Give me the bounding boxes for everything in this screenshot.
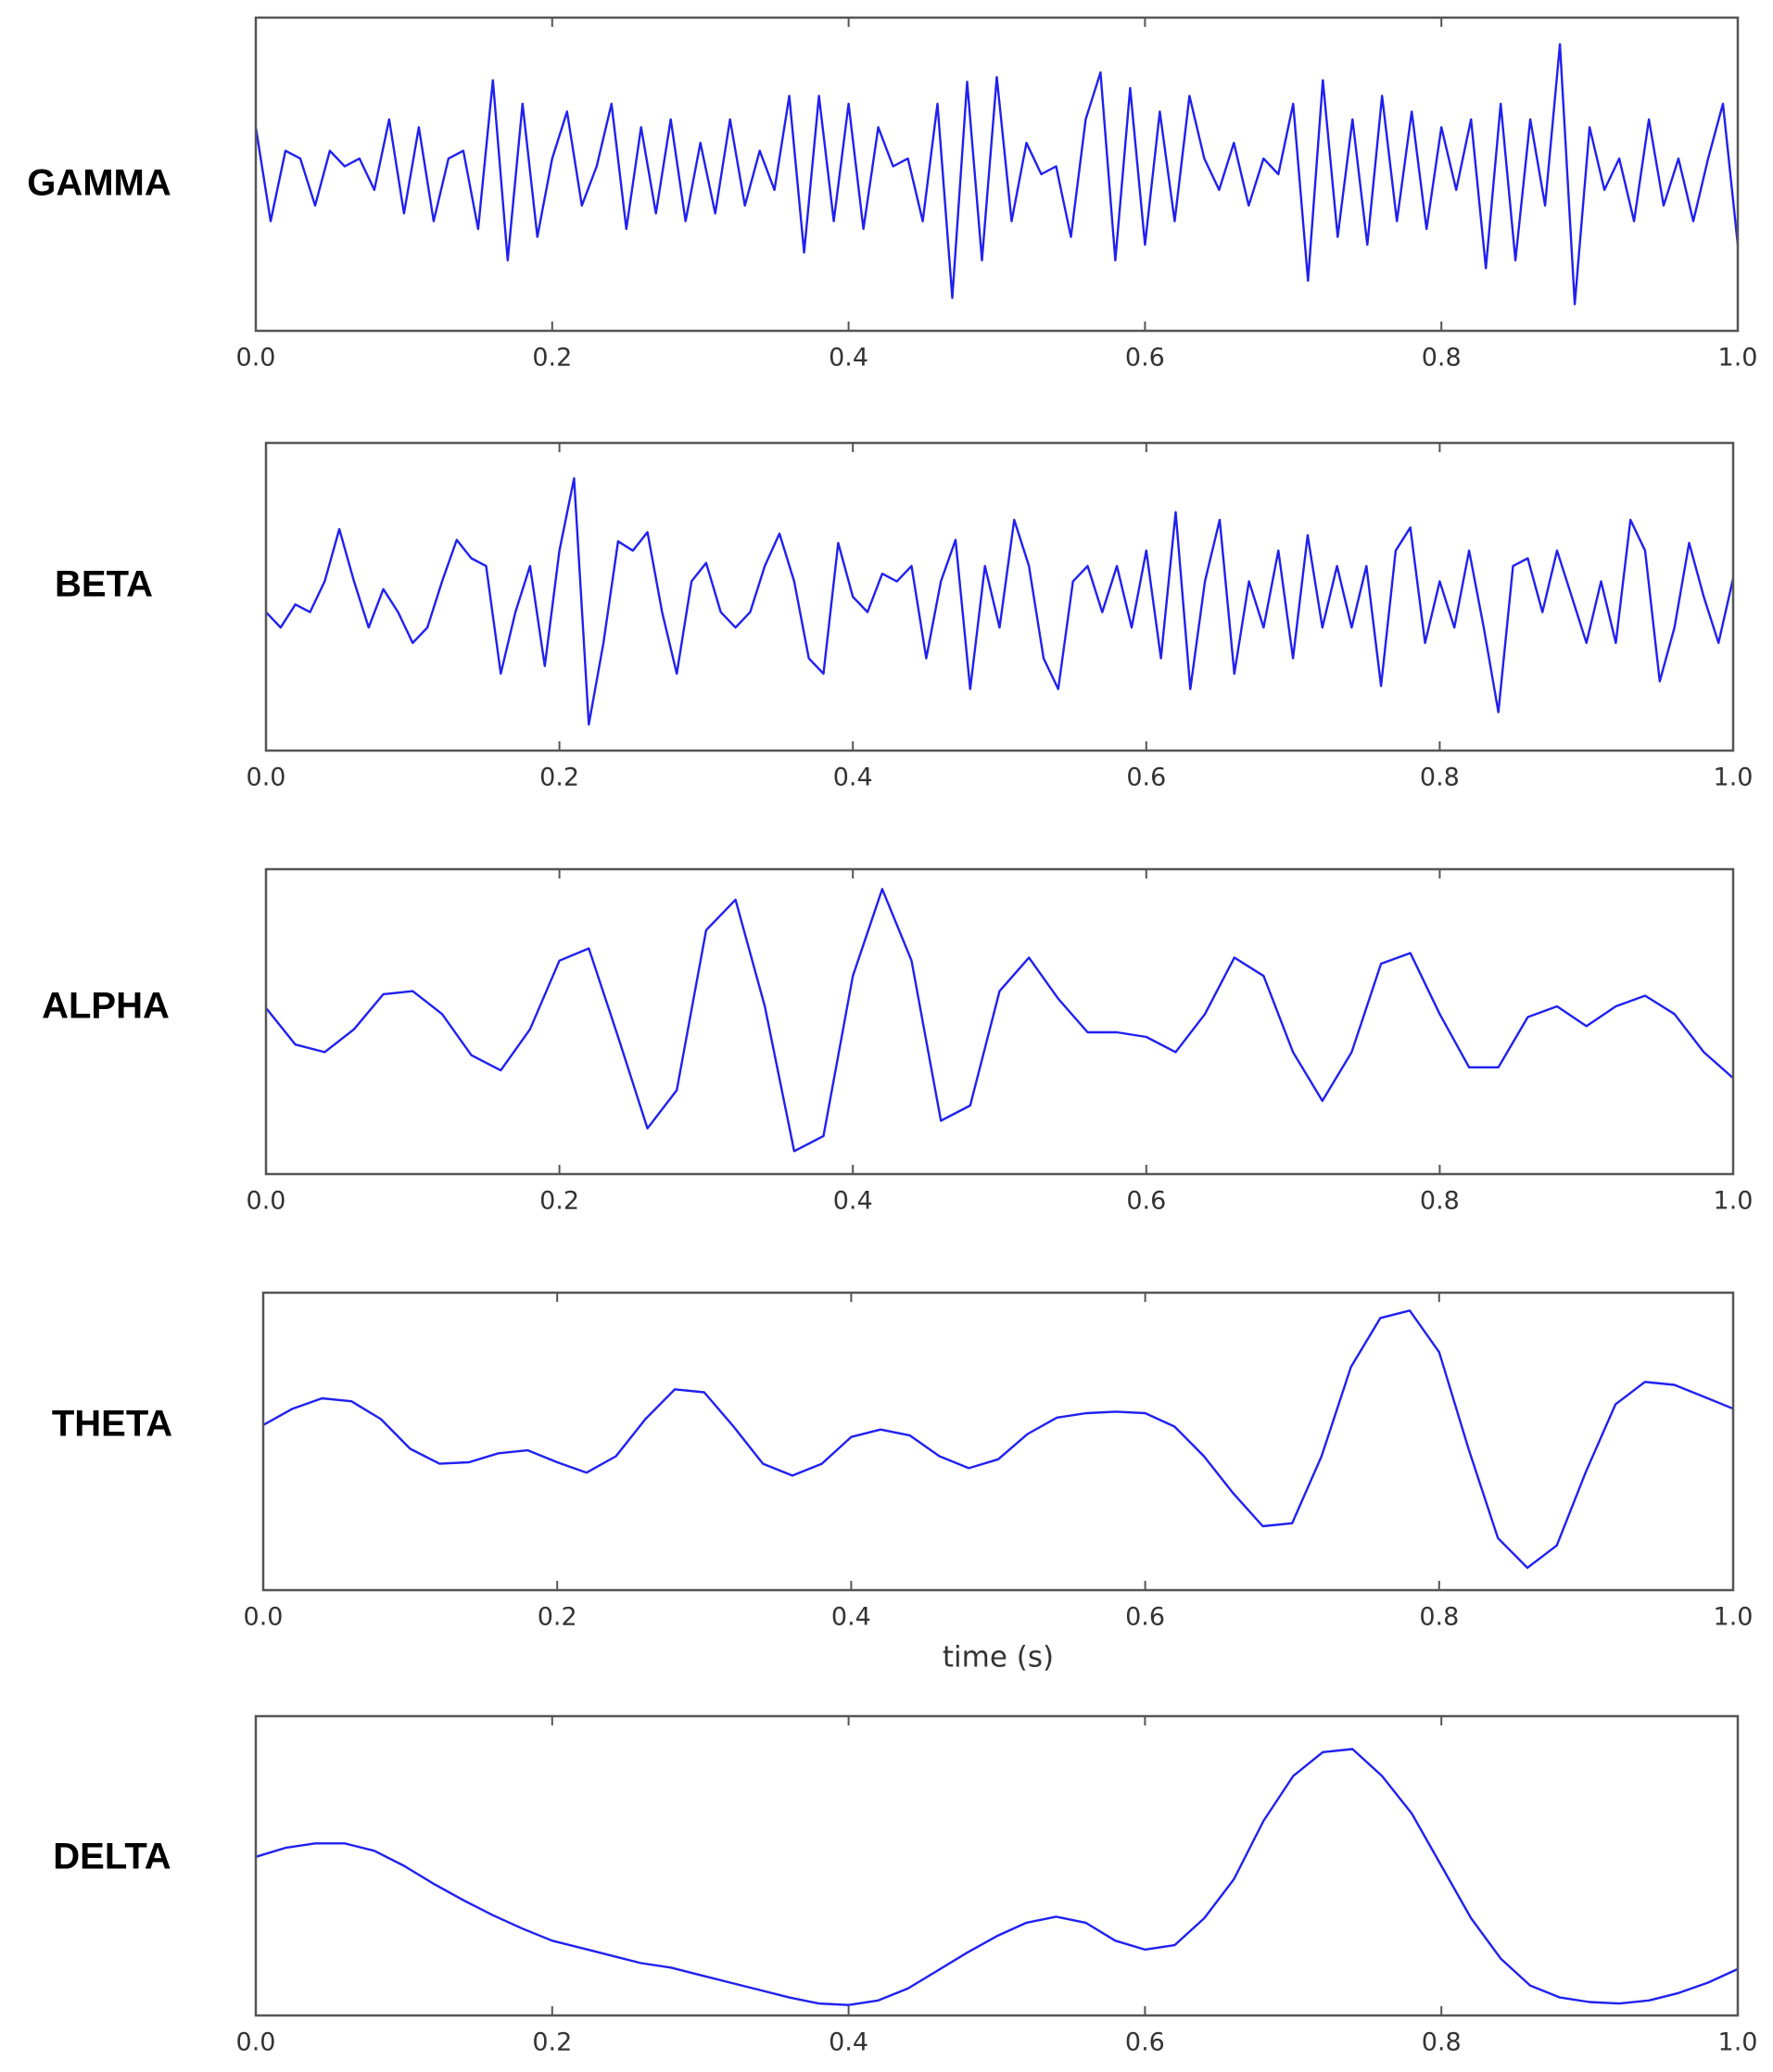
- signal-line: [262, 1309, 1734, 1570]
- x-tick-label: 0.4: [829, 344, 868, 373]
- panel: ALPHA 0.0 0.2 0.4 0.6 0.8 1.0: [42, 867, 1754, 1216]
- x-tick-label: 0.6: [1125, 2028, 1165, 2057]
- band-label: THETA: [52, 1404, 172, 1445]
- panel: DELTA 0.0 0.2 0.4 0.6 0.8 1.0: [53, 1714, 1758, 2057]
- x-tick-label: 0.6: [1126, 764, 1166, 792]
- panel: GAMMA 0.0 0.2 0.4 0.6 0.8 1.0: [27, 16, 1758, 373]
- band-label: DELTA: [53, 1837, 171, 1877]
- signal-line: [265, 888, 1734, 1153]
- x-tick-label: 1.0: [1714, 764, 1754, 792]
- x-tick-label: 0.4: [833, 1187, 873, 1216]
- panel: THETA 0.0 0.2 0.4 0.6 0.8 1.0 time (s): [52, 1291, 1754, 1674]
- x-tick-label: 0.6: [1125, 344, 1165, 373]
- x-tick-label: 0.6: [1126, 1187, 1166, 1216]
- x-tick-label: 0.0: [247, 1187, 286, 1216]
- x-tick-label: 0.8: [1422, 2028, 1462, 2057]
- band-label: BETA: [55, 564, 153, 605]
- band-label: GAMMA: [27, 163, 171, 204]
- x-tick-label: 0.2: [532, 2028, 572, 2057]
- plot-frame: [254, 1714, 1740, 2017]
- x-tick-label: 1.0: [1718, 2028, 1758, 2057]
- plot-frame: [254, 16, 1740, 333]
- panel: BETA 0.0 0.2 0.4 0.6 0.8 1.0: [55, 441, 1754, 792]
- x-tick-label: 0.8: [1419, 1603, 1459, 1632]
- x-tick-label: 0.4: [831, 1603, 871, 1632]
- x-tick-label: 0.2: [538, 1603, 577, 1632]
- x-tick-label: 0.2: [539, 764, 579, 792]
- x-axis-label: time (s): [943, 1641, 1054, 1674]
- x-tick-label: 1.0: [1718, 344, 1758, 373]
- x-tick-label: 0.8: [1422, 344, 1462, 373]
- plot-frame: [264, 441, 1735, 752]
- plot-frame: [261, 1291, 1735, 1592]
- x-tick-label: 0.0: [247, 764, 286, 792]
- x-tick-label: 0.2: [539, 1187, 579, 1216]
- plot-frame: [264, 867, 1735, 1176]
- x-tick-label: 0.6: [1125, 1603, 1165, 1632]
- x-tick-label: 0.8: [1420, 764, 1460, 792]
- x-tick-label: 0.4: [829, 2028, 868, 2057]
- x-tick-label: 0.8: [1420, 1187, 1460, 1216]
- x-tick-label: 0.0: [236, 2028, 276, 2057]
- x-tick-label: 1.0: [1714, 1187, 1754, 1216]
- signal-line: [265, 477, 1735, 726]
- signal-line: [254, 43, 1740, 306]
- x-tick-label: 0.2: [532, 344, 572, 373]
- band-label: ALPHA: [42, 986, 170, 1027]
- x-tick-label: 0.0: [244, 1603, 284, 1632]
- x-tick-label: 1.0: [1714, 1603, 1754, 1632]
- x-tick-label: 0.0: [236, 344, 276, 373]
- x-tick-label: 0.4: [833, 764, 873, 792]
- signal-line: [255, 1748, 1739, 2006]
